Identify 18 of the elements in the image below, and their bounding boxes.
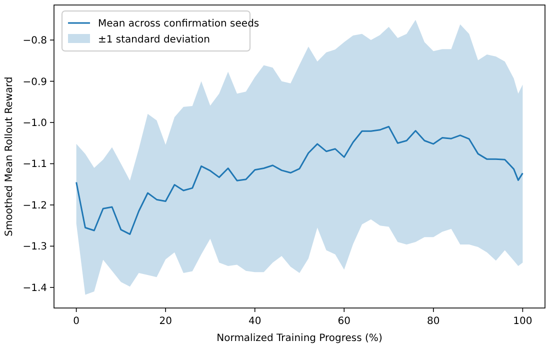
y-tick-label: −0.8 [22, 36, 47, 47]
x-tick-label: 60 [338, 316, 351, 327]
y-tick-label: −1.3 [22, 242, 47, 253]
line-series [76, 126, 524, 235]
y-tick-label: −1.2 [22, 200, 47, 212]
y-tick-label: −1.0 [22, 118, 47, 129]
y-tick-label: −0.9 [22, 76, 47, 88]
y-tick-label: −1.4 [22, 282, 47, 294]
x-axis-title: Normalized Training Progress (%) [216, 333, 382, 344]
x-tick-label: 0 [73, 316, 80, 327]
y-axis-title: Smoothed Mean Rollout Reward [4, 76, 15, 236]
y-tick-label: −1.1 [22, 159, 47, 170]
x-tick-label: 80 [427, 316, 440, 327]
x-tick-label: 40 [248, 316, 262, 327]
x-tick-label: 20 [159, 316, 172, 327]
x-tick-label: 100 [513, 316, 532, 327]
legend-label: Mean across confirmation seeds [98, 18, 260, 30]
annotation: ±1 standard deviation [98, 34, 210, 46]
